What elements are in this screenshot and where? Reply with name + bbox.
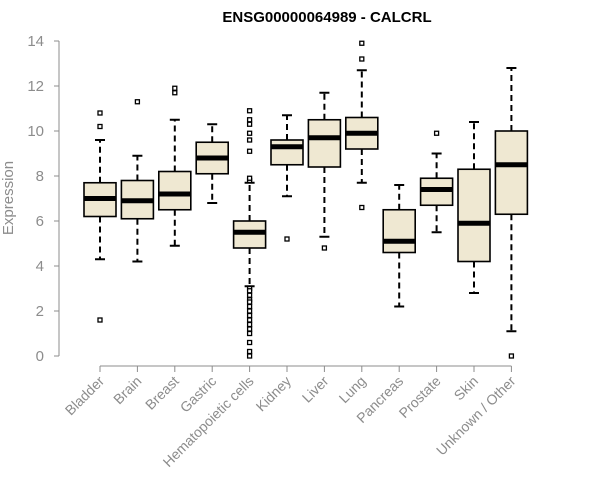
y-axis: 0 2 4 6 8 10 12 14 bbox=[27, 33, 60, 365]
box-iqr bbox=[307, 118, 342, 168]
y-tick-label: 0 bbox=[36, 348, 44, 365]
box-bladder bbox=[83, 110, 117, 323]
box-iqr bbox=[382, 208, 417, 254]
outlier-point bbox=[246, 312, 253, 319]
box-breast bbox=[158, 85, 192, 247]
y-tick-label: 2 bbox=[36, 303, 44, 320]
outlier-point bbox=[246, 148, 253, 154]
chart-title: ENSG00000064989 - CALCRL bbox=[222, 9, 431, 26]
outlier-point bbox=[246, 130, 253, 136]
y-axis-label: Expression bbox=[0, 161, 17, 235]
box-prostate bbox=[419, 130, 454, 234]
outlier-point bbox=[246, 288, 253, 294]
outlier-point bbox=[246, 308, 253, 314]
y-tick-label: 8 bbox=[36, 168, 44, 185]
outlier-point bbox=[246, 175, 253, 181]
outlier-point bbox=[508, 353, 515, 359]
outlier-point bbox=[246, 321, 253, 328]
x-tick-label: Lung bbox=[336, 373, 369, 406]
plot-area bbox=[83, 40, 529, 359]
outlier-point bbox=[246, 326, 253, 332]
box-pancreas bbox=[382, 184, 417, 308]
y-tick-label: 10 bbox=[27, 123, 44, 140]
x-tick-label: Kidney bbox=[253, 373, 295, 415]
outlier-point bbox=[433, 130, 440, 136]
x-tick-label: Brain bbox=[110, 373, 144, 407]
outlier-point bbox=[246, 292, 253, 298]
y-tick-label: 14 bbox=[27, 33, 44, 50]
x-tick-label: Skin bbox=[451, 373, 482, 404]
x-tick-label: Breast bbox=[142, 373, 182, 413]
box-iqr bbox=[270, 139, 304, 166]
outlier-point bbox=[359, 56, 365, 62]
outlier-point bbox=[134, 99, 141, 105]
outlier-point bbox=[246, 299, 253, 305]
outlier-point bbox=[97, 123, 103, 130]
box-gastric bbox=[195, 123, 229, 204]
y-tick-label: 4 bbox=[36, 258, 44, 275]
x-tick-label: Prostate bbox=[396, 373, 444, 421]
outlier-point bbox=[246, 117, 253, 123]
outlier-point bbox=[172, 85, 178, 91]
outlier-point bbox=[246, 353, 253, 359]
outlier-point bbox=[246, 137, 253, 143]
x-tick-label: Liver bbox=[299, 373, 332, 406]
box-iqr bbox=[158, 170, 192, 211]
outlier-point bbox=[246, 348, 253, 355]
box-iqr bbox=[494, 130, 529, 216]
box-lung bbox=[344, 40, 379, 211]
box-iqr bbox=[457, 168, 491, 263]
box-unknown-other bbox=[494, 67, 529, 359]
outlier-point bbox=[284, 236, 290, 242]
outlier-point bbox=[97, 110, 103, 116]
outlier-point bbox=[246, 108, 253, 114]
outlier-point bbox=[246, 339, 253, 346]
box-hematopoietic-cells bbox=[232, 108, 267, 359]
box-kidney bbox=[270, 114, 304, 242]
outlier-point bbox=[359, 204, 365, 211]
box-skin bbox=[457, 121, 491, 294]
y-tick-label: 12 bbox=[27, 78, 44, 95]
outlier-point bbox=[321, 245, 328, 251]
outlier-point bbox=[246, 317, 253, 323]
outlier-point bbox=[97, 317, 103, 323]
outlier-point bbox=[246, 303, 253, 310]
box-brain bbox=[120, 99, 155, 263]
box-liver bbox=[307, 91, 342, 251]
outlier-point bbox=[246, 330, 253, 337]
outlier-point bbox=[172, 90, 178, 96]
x-tick-label: Bladder bbox=[62, 373, 108, 419]
y-tick-label: 6 bbox=[36, 213, 44, 230]
outlier-point bbox=[359, 40, 365, 46]
outlier-point bbox=[246, 121, 253, 127]
